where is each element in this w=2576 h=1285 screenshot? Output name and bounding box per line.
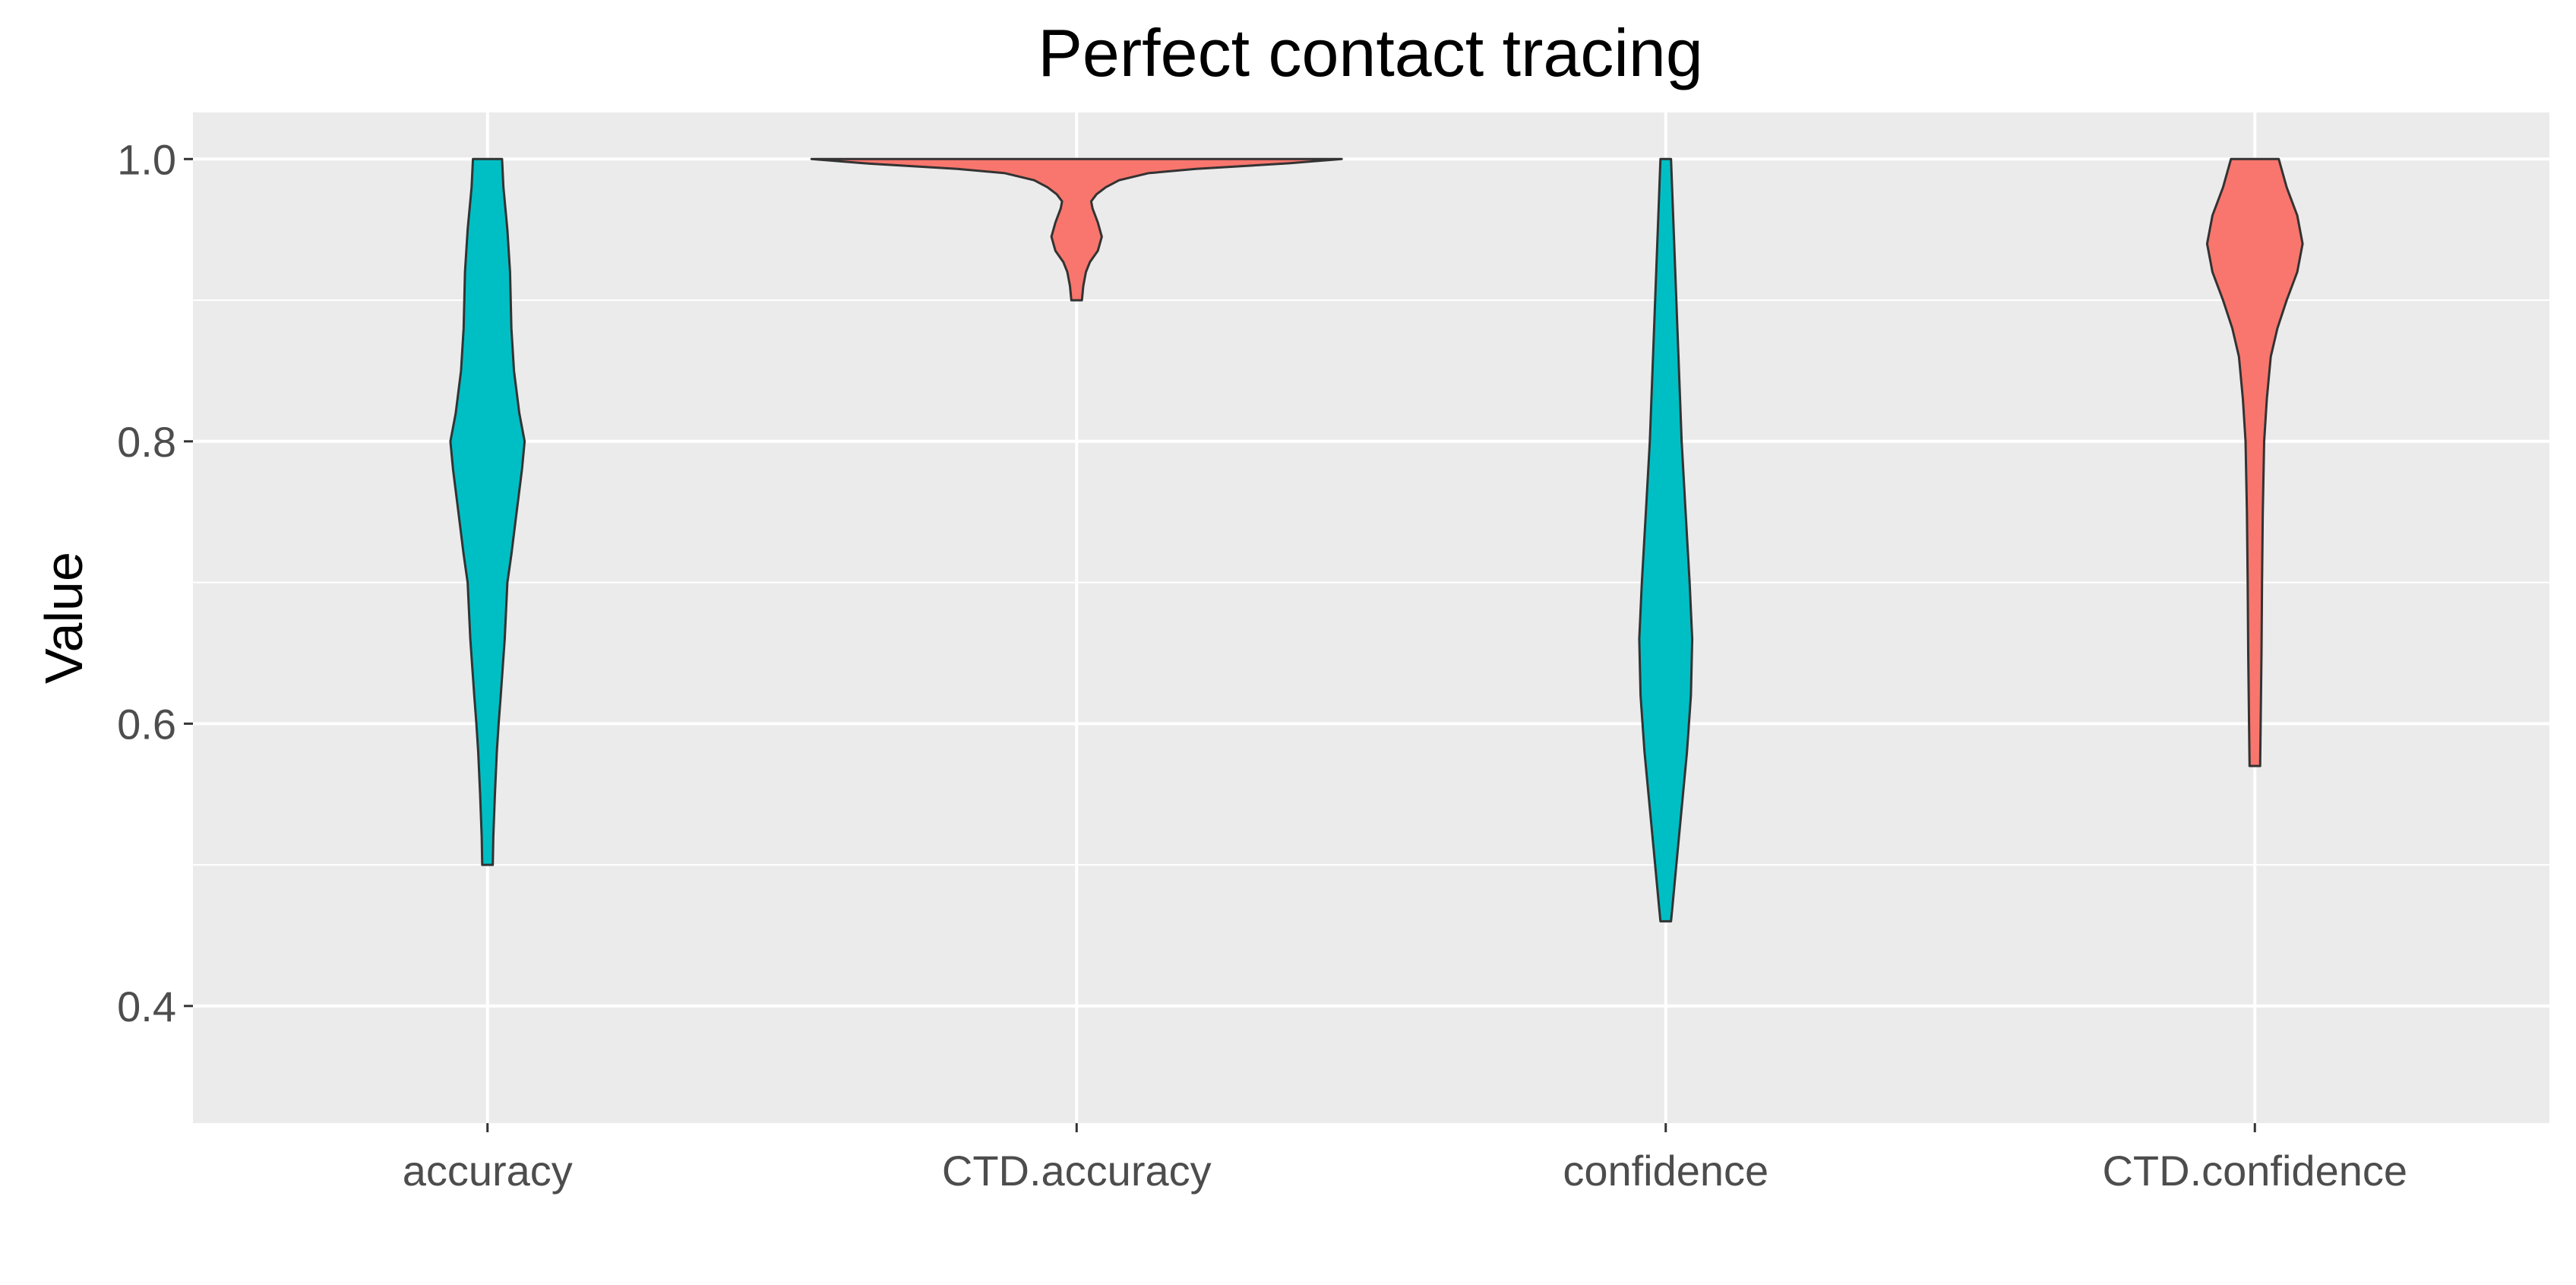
violin-CTD-accuracy [810,157,1343,302]
x-tick-label: CTD.confidence [2102,1147,2407,1195]
violins [449,157,2304,923]
y-axis: 0.4 0.6 0.8 1.0 [117,135,193,1030]
x-axis: accuracy CTD.accuracy confidence CTD.confid… [403,1123,2407,1195]
chart-title: Perfect contact tracing [1038,15,1703,90]
y-tick-label: 0.4 [117,983,176,1030]
y-tick-label: 1.0 [117,135,176,183]
x-tick-label: confidence [1563,1147,1768,1195]
plot-panel [193,112,2549,1123]
y-tick-label: 0.8 [117,418,176,466]
x-tick-label: accuracy [403,1147,573,1195]
y-axis-label: Value [34,552,93,684]
violin-confidence [1638,157,1694,923]
violin-CTD-confidence [2205,157,2304,768]
y-tick-label: 0.6 [117,700,176,748]
violin-accuracy [449,157,526,866]
x-tick-label: CTD.accuracy [942,1147,1212,1195]
